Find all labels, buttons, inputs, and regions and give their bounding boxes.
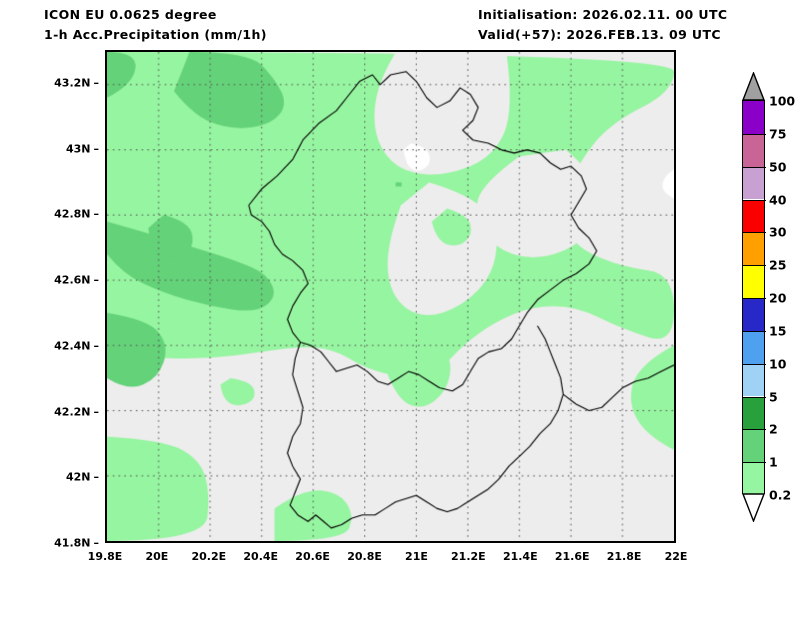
colorbar-tick-label: 20 bbox=[769, 290, 787, 306]
latitude-tick-label: 43.2N – bbox=[54, 76, 99, 90]
colorbar-tick-label: 0.2 bbox=[769, 487, 792, 503]
latitude-tick-label: 42N – bbox=[65, 470, 99, 484]
latitude-tick-label: 41.8N – bbox=[54, 536, 99, 550]
colorbar-tick-label: 75 bbox=[769, 126, 787, 142]
colorbar-band bbox=[743, 396, 764, 430]
latitude-tick-label: 42.2N – bbox=[54, 405, 99, 419]
colorbar-divider bbox=[743, 396, 766, 398]
colorbar-divider bbox=[743, 462, 766, 464]
longitude-axis: 19.8E 20E 20.2E 20.4E 20.6E 20.8E 21E 21.2E 21.4… bbox=[88, 546, 688, 568]
header-initialisation: Initialisation: 2026.02.11. 00 UTC bbox=[478, 7, 728, 22]
colorbar-tick-label: 40 bbox=[769, 192, 787, 207]
colorbar-tick-label: 50 bbox=[769, 159, 787, 175]
colorbar-divider bbox=[743, 265, 766, 267]
longitude-tick-label: 21.4E bbox=[502, 550, 538, 563]
latitude-axis: 43.2N – 43N – 42.8N – 42.6N – 42.4N – 42.2N – 42N – 41… bbox=[0, 50, 99, 549]
colorbar-band bbox=[743, 166, 764, 200]
colorbar-band bbox=[743, 429, 764, 463]
colorbar-tick-label: 25 bbox=[769, 257, 787, 273]
longitude-tick-label: 21.6E bbox=[554, 550, 590, 563]
colorbar-divider bbox=[743, 429, 766, 431]
longitude-tick-label: 20.8E bbox=[347, 550, 382, 563]
colorbar-tick-label: 5 bbox=[769, 389, 778, 404]
longitude-tick-label: 22E bbox=[664, 550, 688, 563]
longitude-tick-label: 20.2E bbox=[191, 550, 227, 563]
colorbar-band bbox=[743, 101, 764, 134]
colorbar-band bbox=[743, 199, 764, 233]
header-model-name: ICON EU 0.0625 degree bbox=[44, 7, 217, 22]
colorbar-divider bbox=[743, 133, 766, 135]
colorbar-over-arrow bbox=[742, 72, 765, 101]
colorbar-divider bbox=[743, 330, 766, 332]
longitude-tick-label: 21.8E bbox=[606, 550, 642, 563]
colorbar-divider bbox=[743, 166, 766, 168]
latitude-tick-label: 42.8N – bbox=[54, 207, 99, 221]
colorbar-divider bbox=[743, 363, 766, 365]
header-field-name: 1-h Acc.Precipitation (mm/1h) bbox=[44, 27, 267, 42]
colorbar-tick-label: 2 bbox=[769, 421, 778, 437]
colorbar-tick-label: 1 bbox=[769, 454, 778, 470]
longitude-tick-label: 20E bbox=[145, 550, 169, 563]
longitude-tick-label: 21.2E bbox=[451, 550, 486, 563]
colorbar-tick-label: 10 bbox=[769, 356, 787, 372]
colorbar-divider bbox=[743, 232, 766, 234]
colorbar-band bbox=[743, 298, 764, 331]
colorbar-tick-label: 100 bbox=[769, 93, 796, 109]
latitude-tick-label: 42.6N – bbox=[54, 273, 99, 287]
colorbar-divider bbox=[743, 298, 766, 299]
longitude-tick-label: 20.4E bbox=[243, 550, 279, 563]
colorbar-band bbox=[743, 363, 764, 397]
longitude-tick-label: 21E bbox=[405, 550, 428, 563]
colorbar-band bbox=[743, 462, 764, 495]
header-valid-time: Valid(+57): 2026.FEB.13. 09 UTC bbox=[478, 27, 721, 42]
map-plot-area bbox=[105, 50, 676, 543]
colorbar-band bbox=[743, 265, 764, 298]
colorbar-band bbox=[743, 330, 764, 364]
precipitation-field-canvas bbox=[107, 52, 674, 541]
colorbar-under-arrow bbox=[742, 493, 765, 522]
longitude-tick-label: 20.6E bbox=[295, 550, 330, 563]
colorbar-tick-label: 30 bbox=[769, 224, 787, 240]
latitude-tick-label: 43N – bbox=[65, 142, 99, 156]
latitude-tick-label: 42.4N – bbox=[54, 339, 99, 353]
colorbar: 100 75 50 40 30 25 20 15 10 5 2 1 0.2 bbox=[742, 94, 795, 503]
colorbar-band bbox=[743, 232, 764, 266]
longitude-tick-label: 19.8E bbox=[87, 550, 123, 563]
colorbar-tick-label: 15 bbox=[769, 323, 787, 339]
colorbar-band bbox=[743, 133, 764, 167]
colorbar-divider bbox=[743, 199, 766, 201]
